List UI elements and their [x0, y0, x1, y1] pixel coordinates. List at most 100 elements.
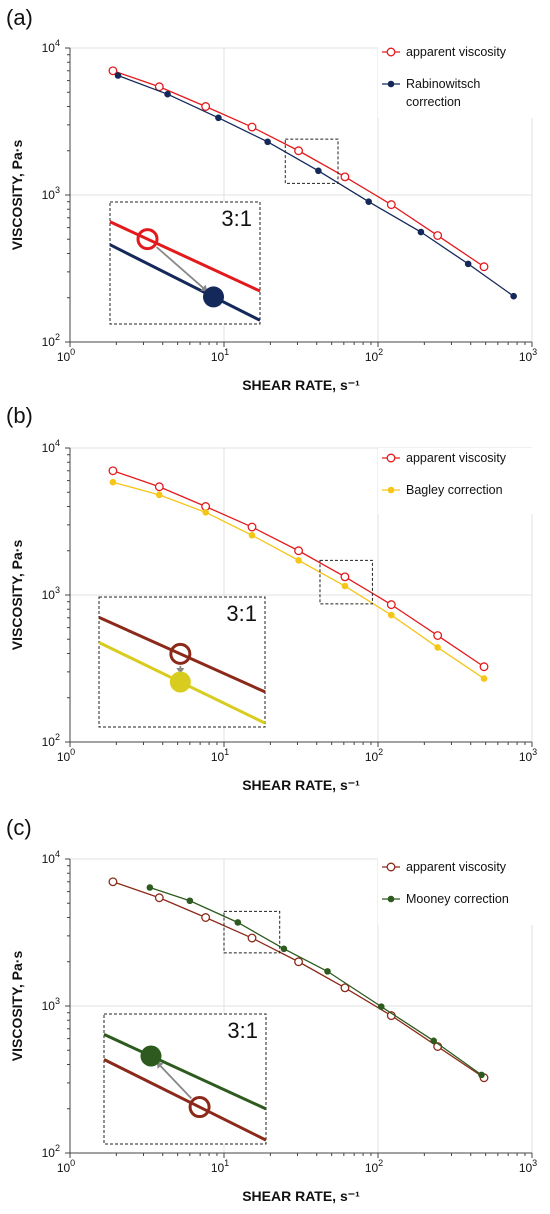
data-point — [202, 509, 209, 516]
y-tick-exponent: 3 — [55, 996, 60, 1006]
data-point — [164, 90, 171, 98]
legend-marker — [386, 862, 396, 872]
y-tick-exponent: 3 — [55, 585, 60, 595]
inset-arrowhead — [176, 667, 185, 674]
x-tick-base: 10 — [365, 350, 379, 364]
y-tick-label: 103 — [42, 185, 60, 202]
data-point — [386, 200, 396, 210]
x-tick-base: 10 — [519, 350, 533, 364]
y-tick-exponent: 4 — [55, 38, 60, 48]
legend-label: Mooney correction — [406, 892, 509, 906]
panel-label-c: (c) — [6, 815, 32, 840]
legend-background — [378, 42, 536, 118]
legend-label: apparent viscosity — [406, 860, 507, 874]
data-point — [479, 662, 489, 672]
x-axis-title: SHEAR RATE, s⁻¹ — [242, 377, 360, 393]
data-point — [433, 231, 443, 240]
y-tick-exponent: 3 — [55, 185, 60, 195]
data-point — [340, 983, 350, 993]
x-tick-base: 10 — [519, 1161, 533, 1175]
inset-open-marker — [136, 228, 159, 251]
data-point — [315, 167, 322, 175]
data-point — [248, 531, 256, 539]
data-point — [108, 877, 118, 887]
data-point — [324, 968, 331, 975]
inset-filled-marker — [140, 1045, 162, 1067]
series-2 — [146, 884, 485, 1079]
y-tick-base: 10 — [42, 999, 56, 1013]
legend-marker — [387, 895, 395, 903]
inset-ratio-label: 3:1 — [221, 206, 252, 231]
chart-panel-b: (b) 100 101 102 103 102 103 104 SHEAR RATE, s⁻¹… — [0, 400, 550, 805]
legend-label: Rabinowitsch — [406, 77, 480, 91]
y-tick-exponent: 4 — [55, 438, 60, 448]
y-tick-label: 103 — [42, 996, 60, 1013]
legend-label: correction — [406, 95, 461, 109]
x-tick-base: 10 — [57, 350, 71, 364]
legend-marker — [387, 486, 395, 494]
inset-zoom: 3:1 — [98, 596, 266, 728]
data-point — [247, 122, 257, 132]
data-point — [186, 897, 194, 905]
x-tick-exponent: 3 — [532, 747, 537, 757]
x-tick-base: 10 — [519, 750, 533, 764]
inset-filled-marker — [169, 671, 191, 693]
chart-panel-c: (c) 100 101 102 103 102 103 104 SHEAR RATE, s⁻¹… — [0, 805, 550, 1214]
zoom-region-box — [284, 138, 339, 184]
x-tick-exponent: 2 — [378, 1158, 383, 1168]
x-tick-label: 101 — [211, 1158, 229, 1175]
data-point — [294, 957, 304, 967]
y-tick-label: 104 — [42, 438, 60, 455]
y-tick-base: 10 — [42, 441, 56, 455]
x-tick-label: 103 — [519, 347, 537, 364]
data-point — [340, 572, 350, 582]
x-tick-label: 103 — [519, 1158, 537, 1175]
y-tick-exponent: 2 — [55, 332, 60, 342]
data-point — [247, 933, 257, 943]
x-tick-base: 10 — [211, 1161, 225, 1175]
data-point — [154, 482, 164, 492]
x-tick-base: 10 — [365, 750, 379, 764]
x-tick-label: 102 — [365, 347, 383, 364]
data-point — [377, 1003, 385, 1010]
x-tick-exponent: 1 — [224, 1158, 229, 1168]
data-point — [387, 611, 395, 619]
legend-background — [378, 857, 536, 925]
y-tick-base: 10 — [42, 852, 56, 866]
x-axis-title: SHEAR RATE, s⁻¹ — [242, 777, 360, 793]
x-tick-exponent: 0 — [70, 347, 75, 357]
chart-panel-a: (a) 100 101 102 103 102 103 104 SHEAR RATE, s⁻¹… — [0, 0, 550, 400]
x-axis-title: SHEAR RATE, s⁻¹ — [242, 1188, 360, 1204]
series-2 — [109, 478, 488, 682]
data-point — [201, 913, 211, 922]
inset-arrow — [159, 1065, 192, 1099]
data-point — [386, 600, 396, 610]
data-point — [294, 146, 304, 156]
x-tick-exponent: 2 — [378, 347, 383, 357]
inset-box — [109, 201, 261, 325]
inset-ratio-label: 3:1 — [226, 601, 257, 626]
x-tick-base: 10 — [365, 1161, 379, 1175]
x-tick-label: 102 — [365, 1158, 383, 1175]
x-tick-exponent: 0 — [70, 1158, 75, 1168]
x-tick-label: 101 — [211, 747, 229, 764]
y-tick-exponent: 2 — [55, 732, 60, 742]
y-tick-label: 102 — [42, 332, 60, 349]
data-point — [280, 945, 288, 953]
inset-upper-line — [109, 220, 261, 293]
legend: apparent viscosity Bagley correction — [378, 448, 536, 514]
y-tick-base: 10 — [42, 1146, 56, 1160]
y-tick-label: 104 — [42, 849, 60, 866]
data-point — [154, 893, 164, 903]
legend-marker — [387, 80, 395, 88]
series-1 — [108, 466, 489, 672]
y-tick-base: 10 — [42, 735, 56, 749]
data-point — [464, 260, 472, 268]
y-axis-title: VISCOSITY, Pa·s — [9, 540, 25, 651]
legend-label: apparent viscosity — [406, 45, 507, 59]
data-point — [155, 491, 163, 499]
data-point — [480, 675, 488, 682]
data-point — [234, 919, 242, 926]
